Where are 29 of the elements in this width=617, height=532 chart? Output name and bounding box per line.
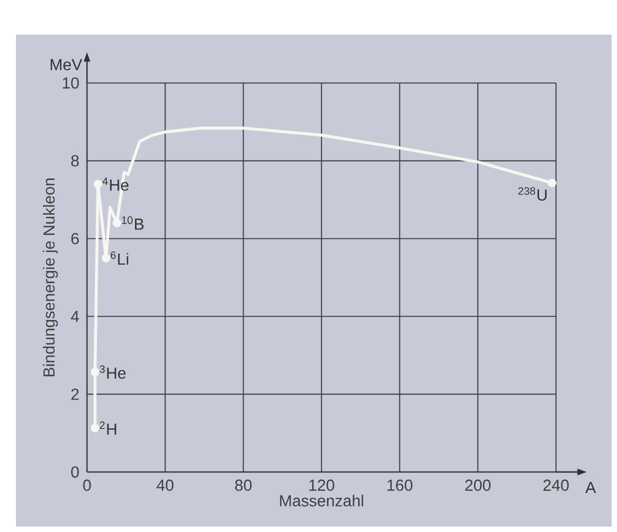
- y-tick-label: 6: [71, 232, 79, 244]
- point: [102, 254, 110, 262]
- annotation: $^{10}$B: [122, 216, 144, 230]
- y-axis-title: Bindungsenergie je Nukleon: [42, 178, 58, 376]
- point: [90, 368, 100, 376]
- point: [94, 180, 102, 188]
- y-tick-label: 0: [71, 466, 79, 478]
- x-tick-label: 0: [83, 480, 91, 491]
- x-tick-label: 160: [388, 480, 412, 491]
- y-tick-label: 8: [71, 155, 79, 166]
- y-tick-label: 10: [62, 77, 79, 89]
- x-tick-label: 80: [235, 480, 252, 491]
- annotation: $^{2}$H: [100, 421, 116, 435]
- point: [90, 424, 100, 432]
- point: [112, 218, 122, 228]
- point: [548, 178, 556, 188]
- y-tick-label: 2: [71, 388, 79, 400]
- annotation: $^{238}$U: [518, 187, 547, 201]
- x-tick-label: 40: [156, 480, 174, 491]
- x-axis-title: Massenzahl: [280, 494, 364, 506]
- text: MeV: [50, 59, 82, 70]
- x-tick-label: 240: [543, 480, 569, 491]
- annotation: $^{4}$He: [102, 177, 129, 191]
- annotation: $^{6}$Li: [110, 251, 128, 265]
- annotation: $^{3}$He: [100, 365, 126, 379]
- x-tick-label: 200: [465, 480, 491, 491]
- y-tick-label: 4: [70, 310, 79, 322]
- x-tick-label: 120: [309, 480, 334, 491]
- text: A: [585, 482, 596, 494]
